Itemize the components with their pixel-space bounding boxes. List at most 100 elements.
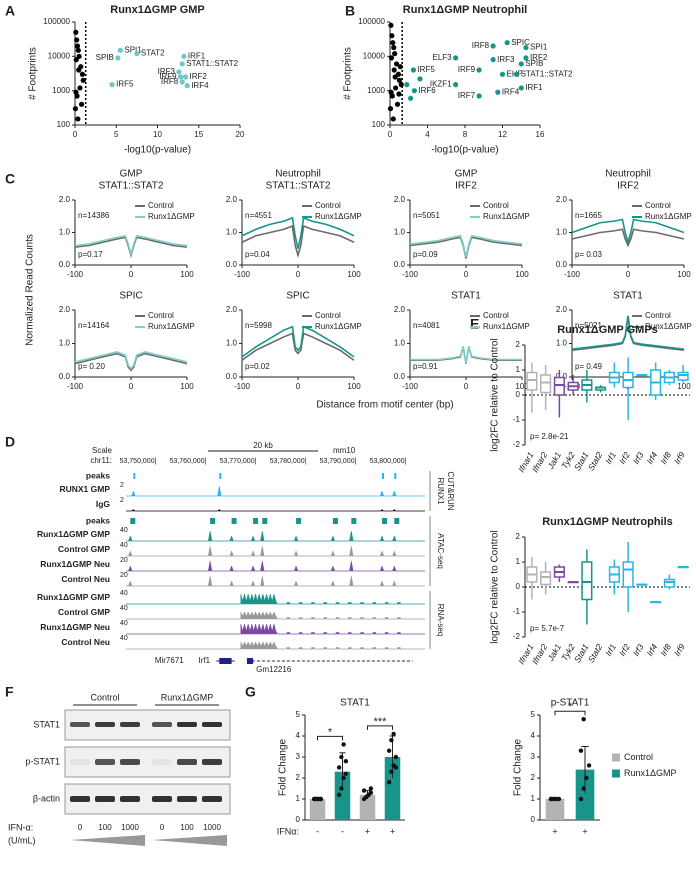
y-tick-label: 0: [296, 815, 301, 824]
point: [417, 76, 423, 82]
y-tick-label: 0.0: [556, 260, 568, 269]
point-label: SPIB: [96, 53, 114, 62]
series-line: [241, 332, 355, 361]
chart-subtitle: STAT1::STAT2: [266, 181, 331, 192]
point-label: IRF1: [525, 83, 543, 92]
panel-label: F: [5, 684, 14, 700]
series-line: [571, 218, 685, 246]
point: [398, 82, 404, 88]
point-label: IRF3: [497, 55, 515, 64]
scale-label: Scale: [92, 446, 113, 455]
legend-label: Runx1ΔGMP: [483, 212, 530, 221]
track-range: 40: [120, 590, 128, 597]
track-range: 40: [120, 542, 128, 549]
peak: [296, 518, 302, 524]
y-tick-label: 2.0: [556, 305, 568, 314]
point: [72, 106, 79, 112]
data-point: [339, 786, 344, 791]
band: [70, 796, 90, 802]
point-label: IRF2: [190, 72, 208, 81]
y-tick-label: 2.0: [59, 195, 71, 204]
point-label: SPI1: [530, 43, 548, 52]
x-tick-label: 0: [464, 270, 469, 279]
point: [410, 67, 417, 73]
point-label: IRF4: [191, 81, 209, 90]
peak: [382, 473, 385, 479]
point: [388, 89, 394, 95]
annotation: p= 0.20: [78, 362, 105, 371]
peak: [253, 518, 259, 524]
y-tick-label: 0.0: [226, 372, 238, 381]
x-tick-label: 100: [180, 382, 194, 391]
signal: [126, 485, 425, 497]
bar: [334, 771, 351, 820]
data-point: [339, 754, 344, 760]
annotation: p= 0.03: [575, 250, 602, 259]
x-tick-label: 5: [114, 130, 119, 139]
x-axis-title: Distance from motif center (bp): [316, 400, 453, 411]
point: [394, 101, 401, 107]
y-tick-label: 0: [516, 582, 521, 591]
point: [75, 116, 81, 122]
track-range: 20: [120, 572, 128, 579]
x-tick-label: Irf2: [617, 642, 632, 658]
data-point: [368, 786, 374, 791]
signal: [126, 560, 425, 572]
panel-label: C: [5, 171, 15, 187]
y-axis-title: log2FC relative to Control: [490, 338, 501, 451]
legend-label: Control: [624, 752, 653, 762]
track-range: 40: [120, 605, 128, 612]
box: [540, 374, 552, 394]
x-tick-label: Irf3: [631, 450, 646, 466]
y-tick-label: 1.0: [556, 339, 568, 348]
annotation: p=0.09: [413, 250, 438, 259]
data-point: [584, 775, 589, 781]
x-tick-label: 100: [677, 382, 691, 391]
signal: [126, 641, 425, 650]
point: [389, 33, 395, 39]
point-label: ELF3: [433, 53, 453, 62]
point-label: IRF8: [161, 77, 179, 86]
chart-title: Runx1ΔGMP GMP: [110, 4, 205, 16]
y-tick-label: 2.0: [394, 195, 406, 204]
peak: [332, 518, 338, 524]
x-tick-label: 10: [153, 130, 162, 139]
gene-exon: [219, 658, 232, 664]
point: [77, 85, 83, 91]
legend-label: Control: [645, 311, 671, 320]
peak: [231, 518, 237, 524]
significance-bracket: [317, 735, 343, 741]
protein-label: p-STAT1: [25, 756, 60, 766]
annotation: p=0.02: [245, 362, 270, 371]
x-tick-label: -: [341, 826, 344, 836]
scale-bar-label: 20 kb: [253, 441, 273, 450]
group-label: Runx1ΔGMP: [161, 692, 214, 702]
x-tick-label: 0: [73, 130, 78, 139]
point: [490, 57, 496, 63]
dose-ramp: [152, 835, 227, 846]
band: [120, 796, 140, 802]
peak: [394, 518, 400, 524]
y-tick-label: 1.0: [556, 228, 568, 237]
gene-exon: [246, 658, 254, 664]
signal: [126, 611, 425, 620]
legend-label: Control: [483, 201, 509, 210]
peak: [382, 518, 388, 524]
y-tick-label: -1: [513, 415, 521, 424]
panel-label: B: [345, 3, 355, 19]
point: [523, 44, 529, 51]
dose-label: 100: [180, 823, 194, 832]
track-label: Runx1ΔGMP Neu: [40, 622, 110, 632]
point: [476, 67, 482, 73]
signal: [126, 545, 425, 557]
signal: [126, 623, 425, 635]
data-point: [586, 763, 592, 768]
point: [134, 51, 140, 57]
panel-label: D: [5, 434, 15, 450]
point-label: SPIC: [511, 38, 530, 47]
point: [388, 55, 395, 61]
point: [75, 47, 81, 53]
y-tick-label: -2: [513, 440, 521, 449]
data-point: [393, 765, 399, 770]
y-tick-label: 100000: [43, 17, 70, 26]
